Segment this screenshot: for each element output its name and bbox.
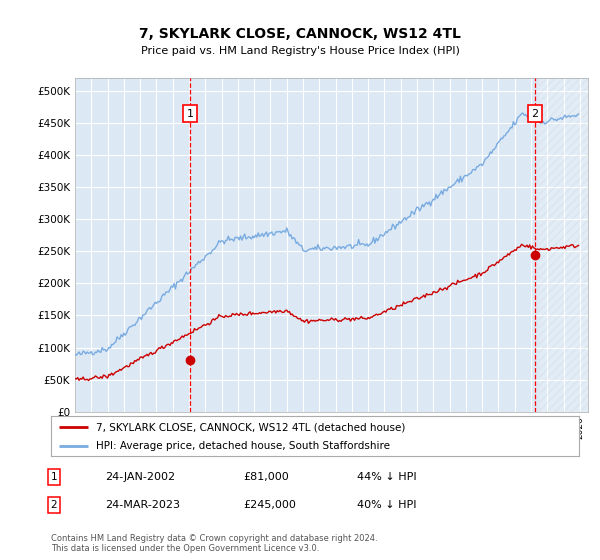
Text: £81,000: £81,000 xyxy=(243,472,289,482)
Text: 2: 2 xyxy=(531,109,538,119)
Text: 24-MAR-2023: 24-MAR-2023 xyxy=(105,500,180,510)
Text: HPI: Average price, detached house, South Staffordshire: HPI: Average price, detached house, Sout… xyxy=(96,441,390,451)
Text: 1: 1 xyxy=(50,472,58,482)
Text: 1: 1 xyxy=(187,109,194,119)
Text: 7, SKYLARK CLOSE, CANNOCK, WS12 4TL (detached house): 7, SKYLARK CLOSE, CANNOCK, WS12 4TL (det… xyxy=(96,422,405,432)
Text: 40% ↓ HPI: 40% ↓ HPI xyxy=(357,500,416,510)
Text: Contains HM Land Registry data © Crown copyright and database right 2024.
This d: Contains HM Land Registry data © Crown c… xyxy=(51,534,377,553)
Text: £245,000: £245,000 xyxy=(243,500,296,510)
Bar xyxy=(539,78,588,412)
Text: 24-JAN-2002: 24-JAN-2002 xyxy=(105,472,175,482)
Text: 7, SKYLARK CLOSE, CANNOCK, WS12 4TL: 7, SKYLARK CLOSE, CANNOCK, WS12 4TL xyxy=(139,27,461,41)
Text: 44% ↓ HPI: 44% ↓ HPI xyxy=(357,472,416,482)
Text: 2: 2 xyxy=(50,500,58,510)
Text: Price paid vs. HM Land Registry's House Price Index (HPI): Price paid vs. HM Land Registry's House … xyxy=(140,46,460,56)
